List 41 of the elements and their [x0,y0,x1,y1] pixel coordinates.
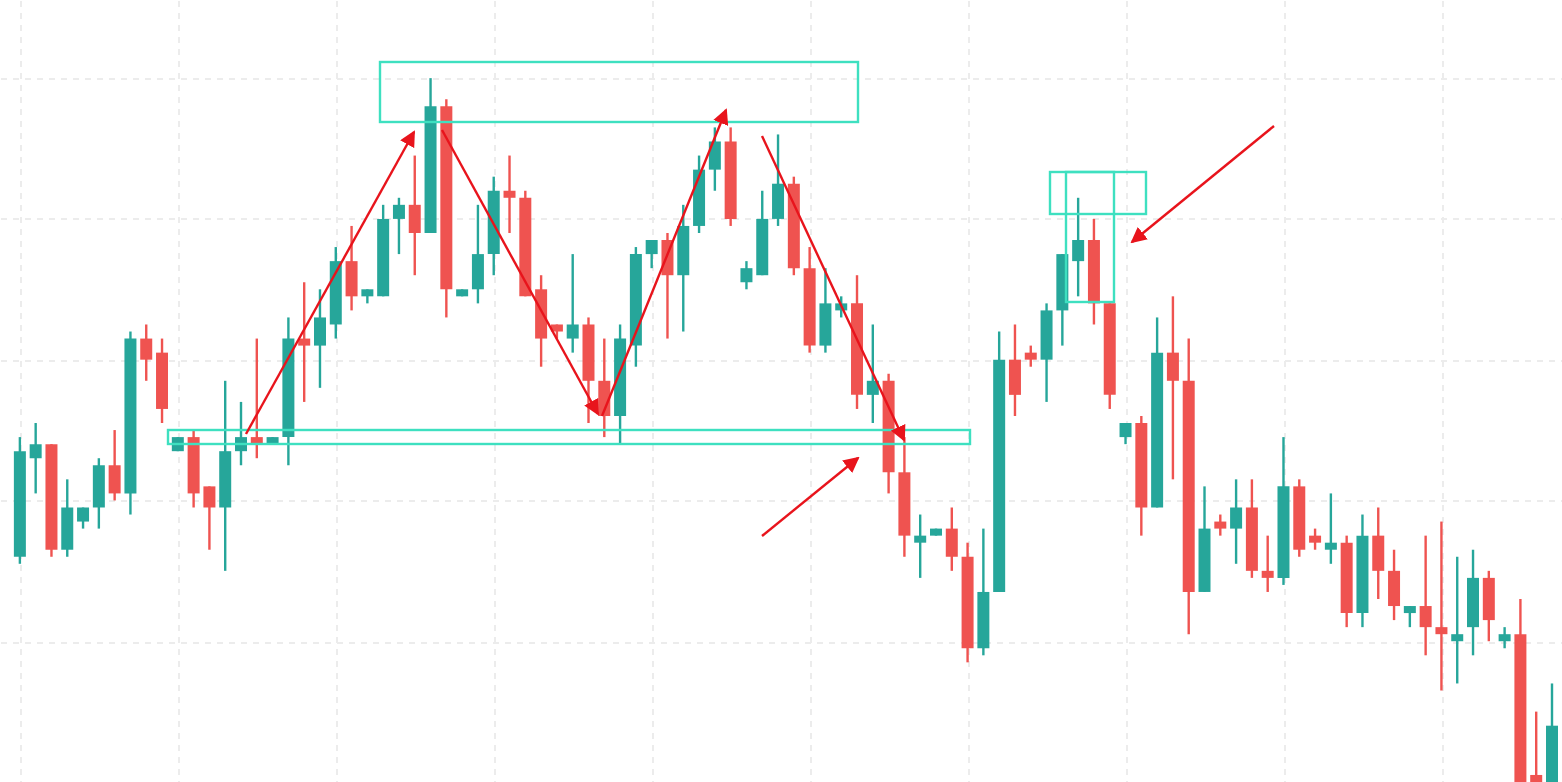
candlestick [1419,534,1432,657]
candlestick [1435,520,1448,692]
candlestick [1119,421,1132,446]
candlestick [471,203,484,305]
candlestick [740,259,753,291]
candlestick [645,238,658,270]
candlestick [866,323,879,425]
candlestick [1309,527,1322,551]
candlestick [1024,344,1037,368]
candlestick [1482,569,1495,643]
candlestick [61,478,74,558]
candlestick [1530,710,1543,782]
candlestick [1324,492,1337,565]
candlestick [1388,548,1401,622]
candlestick [392,196,405,256]
candlestick [1498,625,1511,650]
candlestick [140,323,153,382]
candlestick [1403,604,1416,629]
candlestick [1372,506,1385,601]
candlestick [92,457,105,530]
candlestick [298,281,311,404]
candlestick [408,154,421,277]
candlestick [77,506,90,530]
candlestick [345,224,358,312]
candlestick [772,133,785,228]
candlestick [1261,534,1274,594]
candlestick [914,513,927,580]
candlestick [1230,478,1243,565]
candlestick [1451,555,1464,685]
candlestick [503,154,516,235]
candlestick [29,421,42,495]
candlestick [108,428,121,502]
candlestick [1072,196,1085,298]
candlestick [819,266,832,354]
candlestick [945,506,958,573]
candlestick [708,126,721,192]
candlestick [1166,295,1179,481]
candlestick [1008,323,1021,418]
candlestick [566,252,579,354]
candlestick [1214,513,1227,537]
candlestick [313,288,326,390]
